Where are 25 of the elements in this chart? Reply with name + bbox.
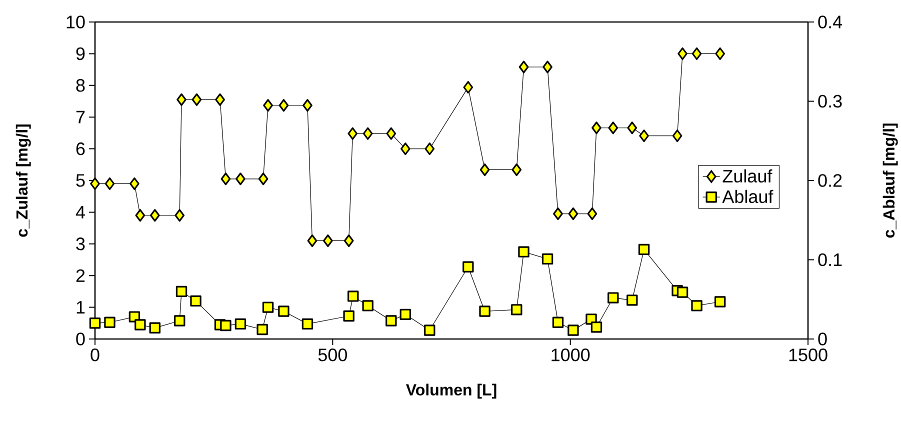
x-tick-label: 0	[90, 348, 100, 362]
y-tick-label: 9	[76, 47, 85, 60]
y-tick-label: 1	[76, 301, 85, 314]
y2-axis-title: c_Ablauf [mg/l]	[882, 124, 898, 238]
y-tick-label: 7	[76, 110, 85, 124]
y-tick-label: 8	[76, 79, 85, 92]
y2-tick-label: 0	[818, 332, 827, 346]
y-tick-label: 10	[66, 16, 85, 28]
y-axis-title: c_Zulauf [mg/l]	[16, 124, 31, 237]
y2-tick-label: 0.2	[818, 174, 842, 187]
y-tick-label: 6	[76, 142, 85, 156]
y-tick-label: 4	[76, 206, 85, 218]
x-tick-label: 1000	[552, 348, 590, 362]
y-tick-label: 0	[76, 332, 85, 346]
legend-label: Zulauf	[722, 169, 772, 183]
legend-label: Ablauf	[722, 190, 774, 204]
y-tick-label: 3	[76, 238, 85, 250]
y-tick-label: 2	[76, 269, 85, 282]
y2-tick-label: 0.1	[818, 253, 842, 266]
y2-tick-label: 0.4	[818, 16, 842, 28]
x-tick-label: 1500	[789, 348, 828, 362]
y2-tick-label: 0.3	[818, 94, 842, 108]
x-tick-label: 500	[318, 348, 347, 362]
y-tick-label: 5	[76, 174, 85, 187]
x-axis-title: Volumen [L]	[406, 384, 496, 399]
